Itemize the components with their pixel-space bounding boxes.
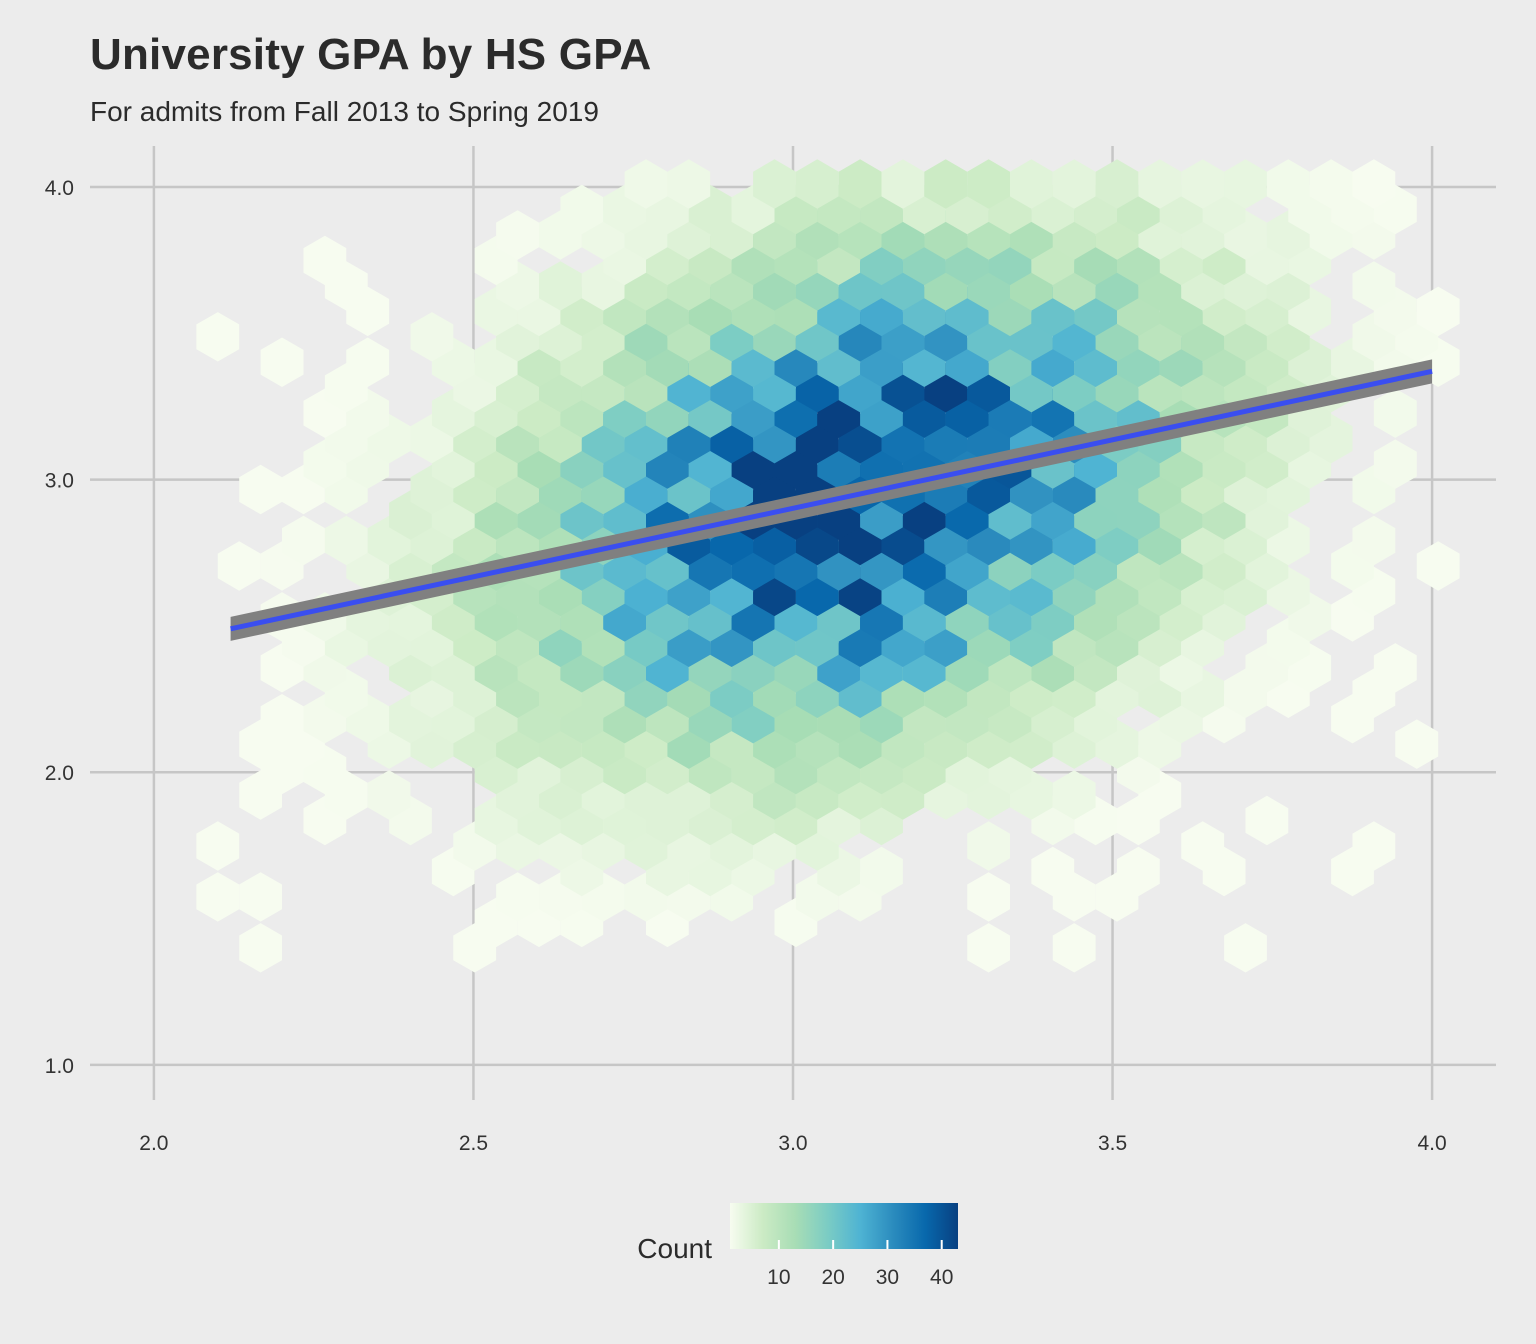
hex-bins [196, 159, 1460, 973]
hex-bin [1052, 159, 1096, 209]
hex-bin [1245, 795, 1289, 846]
hex-bin [838, 159, 882, 209]
hex-bin [496, 872, 539, 922]
hex-bin [860, 846, 903, 897]
hex-bin [346, 337, 390, 387]
hex-bin [324, 515, 368, 566]
hex-bin [1224, 159, 1267, 209]
hex-bin [260, 694, 304, 744]
y-tick-label: 4.0 [45, 177, 74, 200]
hex-bin [239, 872, 282, 922]
hex-bin [1266, 159, 1310, 209]
hex-bin [667, 159, 711, 209]
x-tick-label: 2.0 [139, 1132, 168, 1155]
legend-break-label: 10 [767, 1266, 790, 1289]
x-tick-label: 4.0 [1417, 1132, 1446, 1155]
hex-bin [1010, 159, 1053, 209]
hex-bin [1052, 923, 1096, 973]
hex-bin [410, 312, 454, 362]
hex-bin [496, 210, 539, 260]
hex-bin [1352, 515, 1396, 566]
hex-bin [367, 770, 411, 820]
hex-bin [967, 159, 1010, 209]
x-tick-label: 2.5 [459, 1132, 488, 1155]
hex-bin [967, 872, 1010, 922]
hex-bin [1224, 923, 1267, 973]
hex-bin [1181, 159, 1225, 209]
hex-bin [196, 312, 240, 362]
hex-bin [1352, 159, 1396, 209]
hex-bin [624, 159, 668, 209]
hex-bin [924, 159, 968, 209]
hex-bin [239, 464, 282, 515]
hex-bin [1373, 439, 1417, 489]
hex-bin [1181, 821, 1225, 871]
hex-bin [560, 184, 604, 235]
count-legend: Count 10 20 30 40 [637, 1203, 958, 1289]
hex-bin [1095, 159, 1139, 209]
hex-bin [967, 821, 1010, 871]
y-tick-label: 1.0 [45, 1055, 74, 1078]
hex-bin [1395, 719, 1439, 769]
regression-fit [230, 359, 1433, 641]
hex-bin [1352, 821, 1396, 871]
hex-bin [282, 515, 325, 566]
axis-labels: 2.0 2.5 3.0 3.5 4.0 1.0 2.0 3.0 4.0 [45, 177, 1447, 1155]
x-tick-label: 3.0 [778, 1132, 807, 1155]
chart-subtitle: For admits from Fall 2013 to Spring 2019 [90, 96, 599, 127]
hex-bin [539, 261, 582, 311]
hex-bin [753, 159, 796, 209]
hex-bin [967, 923, 1010, 973]
hex-bin [1352, 261, 1396, 311]
hex-bin [303, 235, 347, 286]
hex-bin [1373, 388, 1417, 438]
legend-break-label: 30 [876, 1266, 899, 1289]
legend-colorbar [730, 1203, 958, 1249]
hex-bin [260, 337, 304, 387]
hex-bin [1138, 159, 1182, 209]
hex-bin [1031, 846, 1075, 897]
legend-break-label: 20 [821, 1266, 844, 1289]
hex-bin [196, 872, 240, 922]
hex-bin [1052, 770, 1096, 820]
hex-bin [1416, 286, 1460, 337]
x-tick-label: 3.5 [1098, 1132, 1127, 1155]
hex-bin [1373, 643, 1417, 693]
hex-bin [1309, 159, 1353, 209]
hex-bin [239, 923, 282, 973]
chart-title: University GPA by HS GPA [90, 30, 652, 79]
y-tick-label: 2.0 [45, 762, 74, 785]
hex-bin [1416, 541, 1460, 591]
legend-break-label: 40 [930, 1266, 953, 1289]
hex-bin [795, 159, 839, 209]
regression-line [230, 368, 1433, 632]
y-tick-label: 3.0 [45, 470, 74, 493]
hex-bin [196, 821, 240, 871]
hex-bin [1117, 846, 1160, 897]
legend-title: Count [637, 1233, 712, 1264]
hex-bin [881, 159, 925, 209]
hex-bin [217, 541, 261, 591]
